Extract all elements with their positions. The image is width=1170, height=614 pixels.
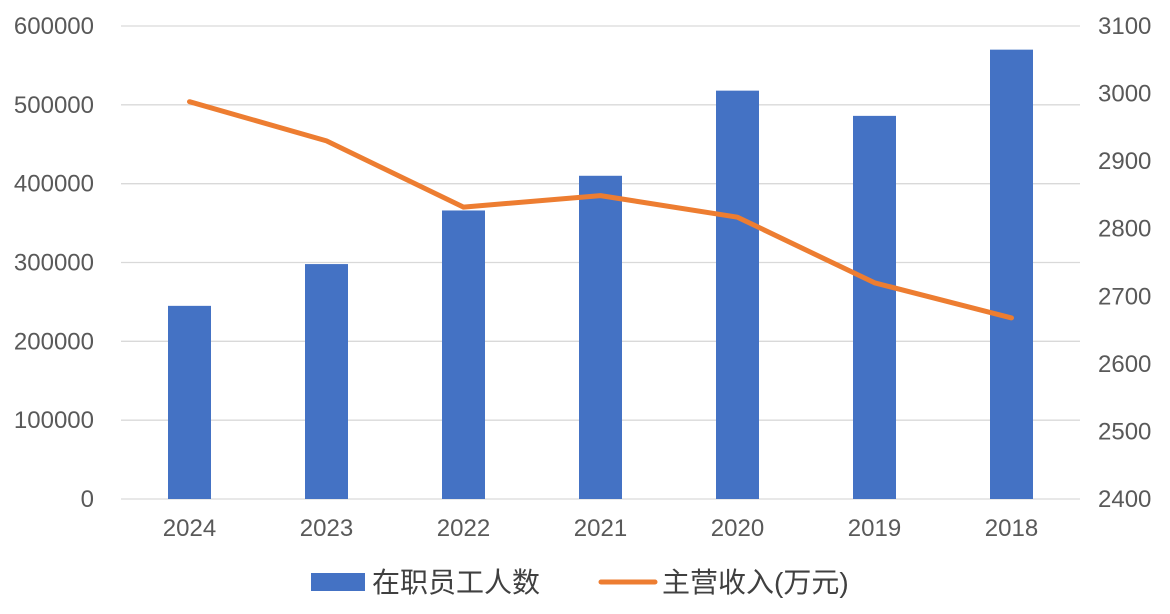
bar-series-employees [168, 50, 1033, 499]
x-axis-ticks: 2024 2023 2022 2021 2020 2019 2018 [163, 515, 1038, 542]
left-axis-tick-label: 600000 [14, 13, 94, 40]
right-axis-ticks: 2400 2500 2600 2700 2800 2900 3000 3100 [1098, 13, 1151, 513]
left-axis-tick-label: 400000 [14, 171, 94, 198]
bar [305, 264, 348, 499]
left-axis-ticks: 0 100000 200000 300000 400000 500000 600000 [14, 13, 94, 513]
bar [716, 91, 759, 499]
right-axis-tick-label: 2500 [1098, 418, 1151, 445]
x-axis-tick-label: 2022 [437, 515, 490, 542]
legend-label-revenue: 主营收入(万元) [662, 567, 849, 598]
legend-swatch-bar [311, 573, 365, 591]
x-axis-tick-label: 2021 [574, 515, 627, 542]
legend-label-employees: 在职员工人数 [372, 567, 540, 598]
right-axis-tick-label: 2800 [1098, 216, 1151, 243]
x-axis-tick-label: 2018 [985, 515, 1038, 542]
bar [853, 116, 896, 499]
left-axis-tick-label: 500000 [14, 92, 94, 119]
right-axis-tick-label: 2900 [1098, 148, 1151, 175]
left-axis-tick-label: 200000 [14, 328, 94, 355]
right-axis-tick-label: 2400 [1098, 486, 1151, 513]
right-axis-tick-label: 2600 [1098, 351, 1151, 378]
right-axis-tick-label: 2700 [1098, 283, 1151, 310]
right-axis-tick-label: 3000 [1098, 81, 1151, 108]
bar [579, 176, 622, 499]
bar [442, 210, 485, 499]
x-axis-tick-label: 2019 [848, 515, 901, 542]
x-axis-tick-label: 2024 [163, 515, 216, 542]
bar [990, 50, 1033, 499]
left-axis-tick-label: 100000 [14, 407, 94, 434]
legend: 在职员工人数 主营收入(万元) [311, 567, 849, 598]
bar [168, 306, 211, 499]
right-axis-tick-label: 3100 [1098, 13, 1151, 40]
x-axis-tick-label: 2020 [711, 515, 764, 542]
left-axis-tick-label: 300000 [14, 250, 94, 277]
x-axis-tick-label: 2023 [300, 515, 353, 542]
left-axis-tick-label: 0 [81, 486, 94, 513]
